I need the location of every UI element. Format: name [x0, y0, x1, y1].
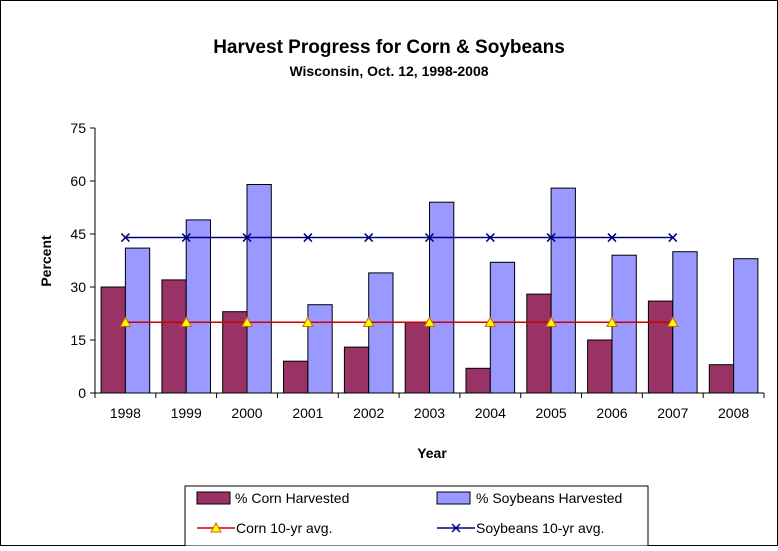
marker-corn-avg-2001 [302, 316, 314, 327]
lines-layer [119, 233, 679, 327]
bar-soybeans-2007 [672, 251, 698, 394]
x-tick-label-2006: 2006 [596, 405, 627, 421]
bar-soybeans-1999 [185, 219, 211, 394]
x-tick-label-1998: 1998 [110, 405, 141, 421]
y-tick-label-30: 30 [70, 279, 86, 295]
bar-corn-2003 [404, 321, 431, 394]
bar-soybeans-1998 [124, 247, 151, 394]
y-tick-label-0: 0 [78, 385, 86, 401]
marker-corn-avg-1998 [119, 316, 132, 327]
x-tick-label-2008: 2008 [718, 405, 749, 421]
bar-soybeans-2008 [733, 258, 759, 394]
legend-label-soybeans: % Soybeans Harvested [476, 490, 622, 506]
bar-corn-2008 [708, 364, 735, 394]
bar-corn-2001 [283, 360, 309, 394]
legend-marker-soy-avg [451, 523, 461, 533]
y-axis-title: Percent [38, 235, 54, 287]
chart-title: Harvest Progress for Corn & Soybeans [213, 37, 565, 58]
bar-corn-2006 [587, 339, 613, 394]
bar-soybeans-2003 [429, 201, 455, 394]
marker-soy-avg-2000 [242, 233, 252, 243]
x-tick-label-2003: 2003 [414, 405, 445, 421]
marker-soy-avg-1999 [181, 233, 191, 243]
marker-corn-avg-2003 [423, 316, 436, 327]
x-tick-label-2004: 2004 [475, 405, 506, 421]
bar-corn-2007 [647, 300, 674, 394]
legend-label-soy-avg: Soybeans 10-yr avg. [476, 520, 604, 536]
y-tick-label-60: 60 [70, 173, 86, 189]
legend: % Corn Harvested % Soybeans Harvested Co… [184, 485, 649, 547]
marker-corn-avg-2006 [606, 316, 618, 327]
marker-corn-avg-2007 [666, 316, 679, 327]
x-tick-label-2005: 2005 [536, 405, 567, 421]
marker-soy-avg-2005 [546, 233, 556, 243]
marker-soy-avg-2003 [424, 233, 435, 243]
bar-corn-2002 [343, 346, 370, 394]
marker-corn-avg-2002 [362, 316, 375, 327]
legend-box [184, 485, 649, 547]
bar-corn-2004 [465, 367, 491, 394]
bar-soybeans-2005 [550, 187, 576, 394]
bar-soybeans-2002 [368, 272, 394, 394]
marker-corn-avg-1999 [180, 316, 193, 327]
x-tick-label-2000: 2000 [231, 405, 262, 421]
marker-corn-avg-2005 [545, 316, 557, 327]
marker-corn-avg-2004 [484, 316, 497, 327]
axes-layer [90, 127, 765, 398]
legend-label-corn-avg: Corn 10-yr avg. [236, 520, 332, 536]
y-tick-labels: 0 15 30 45 60 75 [70, 120, 86, 401]
y-tick-label-15: 15 [70, 332, 86, 348]
marker-soy-avg-2007 [668, 233, 678, 243]
bar-soybeans-2004 [489, 261, 516, 394]
plot-area: 0 15 30 45 60 75 1998 1999 2000 2001 2002 2003 2004… [70, 120, 765, 421]
y-tick-label-75: 75 [70, 120, 86, 136]
legend-marker-corn-avg [210, 521, 222, 533]
bar-corn-1999 [161, 279, 187, 394]
marker-soy-avg-2001 [303, 233, 313, 243]
marker-soy-avg-1998 [120, 233, 130, 243]
marker-soy-avg-2002 [364, 233, 374, 243]
marker-corn-avg-2000 [241, 316, 253, 327]
bar-corn-2005 [526, 293, 552, 394]
legend-swatch-corn [196, 491, 231, 505]
bar-soybeans-2000 [246, 184, 272, 394]
x-tick-label-2007: 2007 [657, 405, 688, 421]
chart-subtitle: Wisconsin, Oct. 12, 1998-2008 [289, 63, 488, 79]
bar-soybeans-2001 [307, 304, 333, 394]
x-axis-title: Year [417, 445, 447, 461]
legend-label-corn: % Corn Harvested [235, 490, 349, 506]
x-tick-labels: 1998 1999 2000 2001 2002 2003 2004 2005 2006 2007… [110, 405, 750, 421]
legend-swatch-soybeans [436, 491, 471, 505]
x-tick-label-2001: 2001 [292, 405, 323, 421]
x-tick-label-1999: 1999 [171, 405, 202, 421]
y-tick-label-45: 45 [70, 226, 86, 242]
marker-soy-avg-2004 [485, 233, 495, 243]
x-tick-label-2002: 2002 [353, 405, 384, 421]
marker-soy-avg-2006 [607, 233, 617, 243]
bars-layer [100, 184, 759, 394]
bar-corn-1998 [100, 286, 126, 394]
